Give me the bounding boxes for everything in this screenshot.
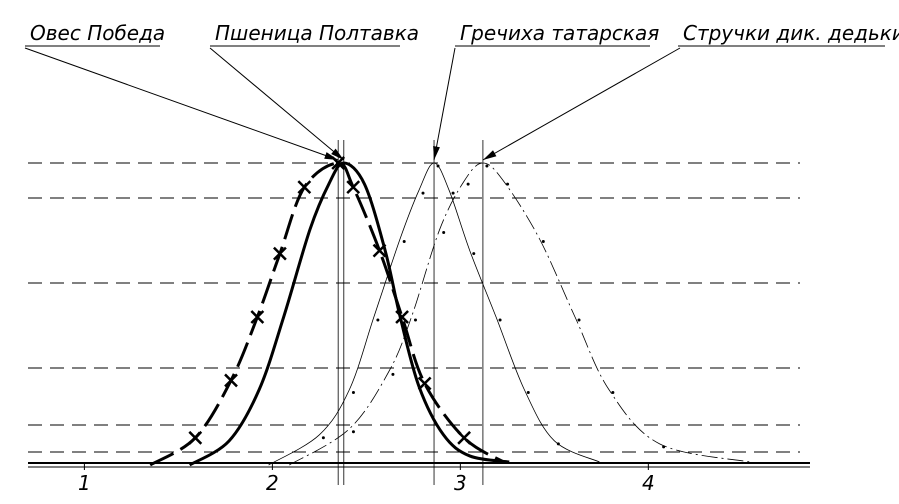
marker — [611, 391, 615, 394]
marker — [297, 180, 312, 195]
marker — [466, 182, 470, 186]
marker — [485, 164, 489, 168]
marker — [224, 373, 238, 388]
callout-arrow — [324, 152, 339, 160]
series-line — [289, 162, 750, 466]
marker — [321, 436, 325, 440]
marker — [421, 191, 425, 195]
x-tick-label: 2 — [266, 471, 279, 495]
marker — [457, 430, 471, 445]
marker — [526, 391, 530, 394]
legend-label: Стручки дик. дедьки — [683, 21, 899, 45]
marker — [498, 318, 502, 322]
callout-leader — [482, 47, 681, 161]
marker — [188, 430, 203, 445]
x-tick-label: 1 — [78, 471, 91, 495]
marker — [472, 252, 476, 256]
marker — [391, 372, 395, 376]
marker — [351, 391, 355, 394]
marker — [351, 430, 355, 434]
x-tick-label: 3 — [454, 471, 467, 495]
legend-label: Пшеница Полтавка — [215, 21, 419, 45]
legend-label: Гречиха татарская — [460, 21, 659, 45]
callout-arrow — [482, 150, 497, 160]
series-line — [149, 161, 505, 467]
marker — [506, 182, 510, 186]
marker — [273, 246, 287, 261]
marker — [250, 310, 265, 324]
callout-arrow — [433, 146, 440, 160]
x-tick-label: 4 — [642, 471, 655, 495]
callout-leader — [24, 47, 339, 161]
marker — [436, 164, 440, 168]
marker — [451, 191, 455, 195]
marker — [556, 442, 560, 446]
marker — [413, 318, 417, 322]
marker — [402, 240, 406, 243]
callout-leader — [433, 47, 456, 161]
marker — [541, 240, 545, 243]
callout-leader — [209, 47, 345, 161]
marker — [442, 230, 446, 234]
callout-arrow — [331, 148, 344, 160]
legend-label: Овес Победа — [30, 21, 165, 45]
marker — [577, 318, 581, 322]
marker — [346, 180, 361, 195]
marker — [376, 318, 380, 322]
reference-lines — [28, 162, 800, 453]
series-line — [188, 161, 510, 467]
marker — [662, 445, 666, 449]
